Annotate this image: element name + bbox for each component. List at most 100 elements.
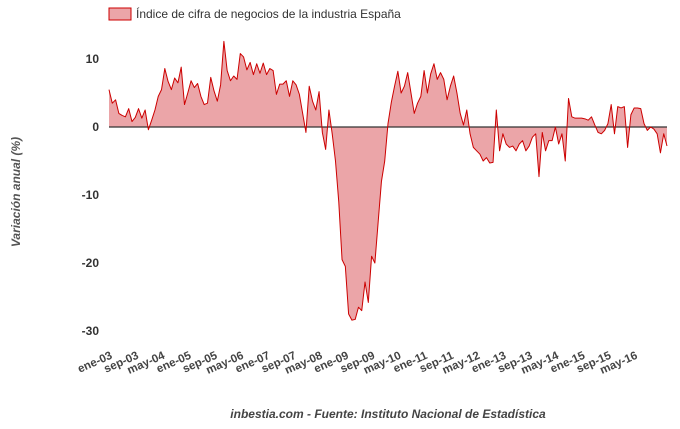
data-point[interactable] — [550, 139, 554, 143]
data-point[interactable] — [347, 312, 351, 316]
legend-label[interactable]: Índice de cifra de negocios de la indust… — [136, 6, 401, 21]
data-point[interactable] — [288, 95, 292, 99]
data-point[interactable] — [573, 116, 577, 120]
data-point[interactable] — [537, 175, 541, 179]
data-point[interactable] — [524, 149, 528, 153]
data-point[interactable] — [110, 101, 114, 105]
data-point[interactable] — [665, 144, 669, 148]
data-point[interactable] — [406, 71, 410, 75]
data-point[interactable] — [472, 146, 476, 150]
data-point[interactable] — [586, 118, 590, 122]
data-point[interactable] — [554, 125, 558, 129]
data-point[interactable] — [465, 108, 469, 112]
data-point[interactable] — [652, 127, 656, 131]
data-point[interactable] — [639, 107, 643, 111]
data-point[interactable] — [314, 108, 318, 112]
data-point[interactable] — [478, 152, 482, 156]
data-point[interactable] — [242, 55, 246, 59]
data-point[interactable] — [426, 91, 430, 95]
data-point[interactable] — [133, 116, 137, 120]
data-point[interactable] — [380, 180, 384, 184]
data-point[interactable] — [593, 123, 597, 127]
data-point[interactable] — [140, 116, 144, 120]
data-point[interactable] — [485, 156, 489, 160]
data-point[interactable] — [124, 115, 128, 119]
data-point[interactable] — [307, 84, 311, 88]
data-point[interactable] — [508, 146, 512, 150]
data-point[interactable] — [603, 129, 607, 133]
data-point[interactable] — [422, 69, 426, 73]
data-point[interactable] — [563, 159, 567, 163]
data-point[interactable] — [235, 78, 239, 82]
data-point[interactable] — [419, 95, 423, 99]
data-point[interactable] — [268, 67, 272, 71]
data-point[interactable] — [547, 139, 551, 143]
data-point[interactable] — [219, 83, 223, 87]
data-point[interactable] — [442, 78, 446, 82]
data-point[interactable] — [196, 82, 200, 86]
data-point[interactable] — [403, 84, 407, 88]
data-point[interactable] — [209, 76, 213, 80]
data-point[interactable] — [291, 79, 295, 83]
data-point[interactable] — [370, 254, 374, 258]
data-point[interactable] — [623, 105, 627, 109]
data-point[interactable] — [245, 68, 249, 72]
data-point[interactable] — [107, 88, 111, 92]
data-point[interactable] — [150, 118, 154, 122]
data-point[interactable] — [521, 139, 525, 143]
data-point[interactable] — [271, 69, 275, 73]
data-point[interactable] — [255, 62, 259, 66]
data-point[interactable] — [337, 200, 341, 204]
data-point[interactable] — [455, 91, 459, 95]
data-point[interactable] — [619, 106, 623, 110]
data-point[interactable] — [252, 73, 256, 77]
data-point[interactable] — [416, 101, 420, 105]
data-point[interactable] — [353, 318, 357, 322]
data-point[interactable] — [577, 116, 581, 120]
data-point[interactable] — [232, 74, 236, 78]
data-point[interactable] — [449, 84, 453, 88]
data-point[interactable] — [412, 112, 416, 116]
data-point[interactable] — [117, 112, 121, 116]
data-point[interactable] — [334, 159, 338, 163]
data-point[interactable] — [275, 93, 279, 97]
legend-swatch[interactable] — [108, 7, 132, 21]
data-point[interactable] — [531, 135, 535, 139]
data-point[interactable] — [301, 112, 305, 116]
data-point[interactable] — [281, 82, 285, 86]
data-point[interactable] — [636, 106, 640, 110]
data-point[interactable] — [659, 151, 663, 155]
data-point[interactable] — [261, 61, 265, 65]
data-point[interactable] — [363, 280, 367, 284]
data-point[interactable] — [258, 71, 262, 75]
data-point[interactable] — [399, 91, 403, 95]
data-point[interactable] — [481, 159, 485, 163]
data-point[interactable] — [304, 131, 308, 135]
data-point[interactable] — [491, 161, 495, 165]
data-point[interactable] — [606, 122, 610, 126]
data-point[interactable] — [340, 258, 344, 262]
data-point[interactable] — [590, 115, 594, 119]
data-point[interactable] — [514, 149, 518, 153]
data-point[interactable] — [206, 101, 210, 105]
data-point[interactable] — [544, 149, 548, 153]
data-point[interactable] — [265, 73, 269, 77]
data-point[interactable] — [517, 142, 521, 146]
data-point[interactable] — [596, 131, 600, 135]
data-point[interactable] — [383, 159, 387, 163]
data-point[interactable] — [357, 305, 361, 309]
data-point[interactable] — [212, 89, 216, 93]
data-point[interactable] — [540, 131, 544, 135]
data-point[interactable] — [557, 142, 561, 146]
data-point[interactable] — [393, 84, 397, 88]
data-point[interactable] — [321, 131, 325, 135]
data-point[interactable] — [284, 79, 288, 83]
data-point[interactable] — [137, 107, 141, 111]
data-point[interactable] — [626, 146, 630, 150]
data-point[interactable] — [222, 40, 226, 44]
data-point[interactable] — [298, 93, 302, 97]
data-point[interactable] — [229, 79, 233, 83]
data-point[interactable] — [458, 112, 462, 116]
data-point[interactable] — [153, 108, 157, 112]
data-point[interactable] — [534, 132, 538, 136]
